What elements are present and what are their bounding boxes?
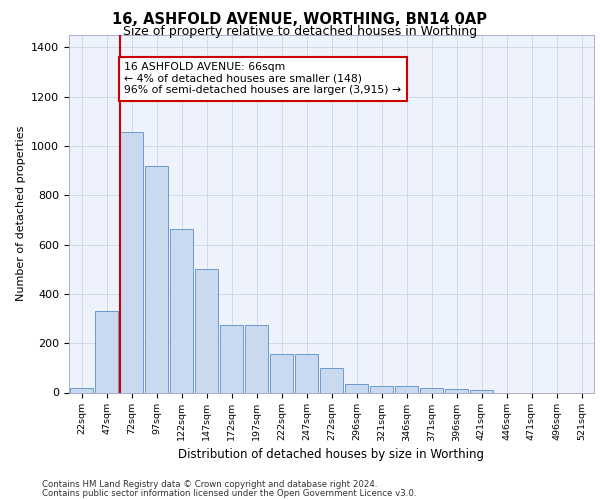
Y-axis label: Number of detached properties: Number of detached properties [16,126,26,302]
Bar [344,384,368,392]
Bar [269,354,293,393]
Bar [220,324,244,392]
Bar [370,386,394,392]
Bar [245,324,268,392]
Bar [70,388,94,392]
Text: 16 ASHFOLD AVENUE: 66sqm
← 4% of detached houses are smaller (148)
96% of semi-d: 16 ASHFOLD AVENUE: 66sqm ← 4% of detache… [124,62,401,96]
Bar [419,388,443,392]
Bar [470,390,493,392]
Bar [445,389,469,392]
Bar [194,269,218,392]
Text: Contains public sector information licensed under the Open Government Licence v3: Contains public sector information licen… [42,488,416,498]
Bar [170,228,193,392]
X-axis label: Distribution of detached houses by size in Worthing: Distribution of detached houses by size … [179,448,485,460]
Bar [95,311,118,392]
Text: 16, ASHFOLD AVENUE, WORTHING, BN14 0AP: 16, ASHFOLD AVENUE, WORTHING, BN14 0AP [113,12,487,28]
Text: Contains HM Land Registry data © Crown copyright and database right 2024.: Contains HM Land Registry data © Crown c… [42,480,377,489]
Bar [119,132,143,392]
Text: Size of property relative to detached houses in Worthing: Size of property relative to detached ho… [123,25,477,38]
Bar [145,166,169,392]
Bar [395,386,418,392]
Bar [320,368,343,392]
Bar [295,354,319,393]
